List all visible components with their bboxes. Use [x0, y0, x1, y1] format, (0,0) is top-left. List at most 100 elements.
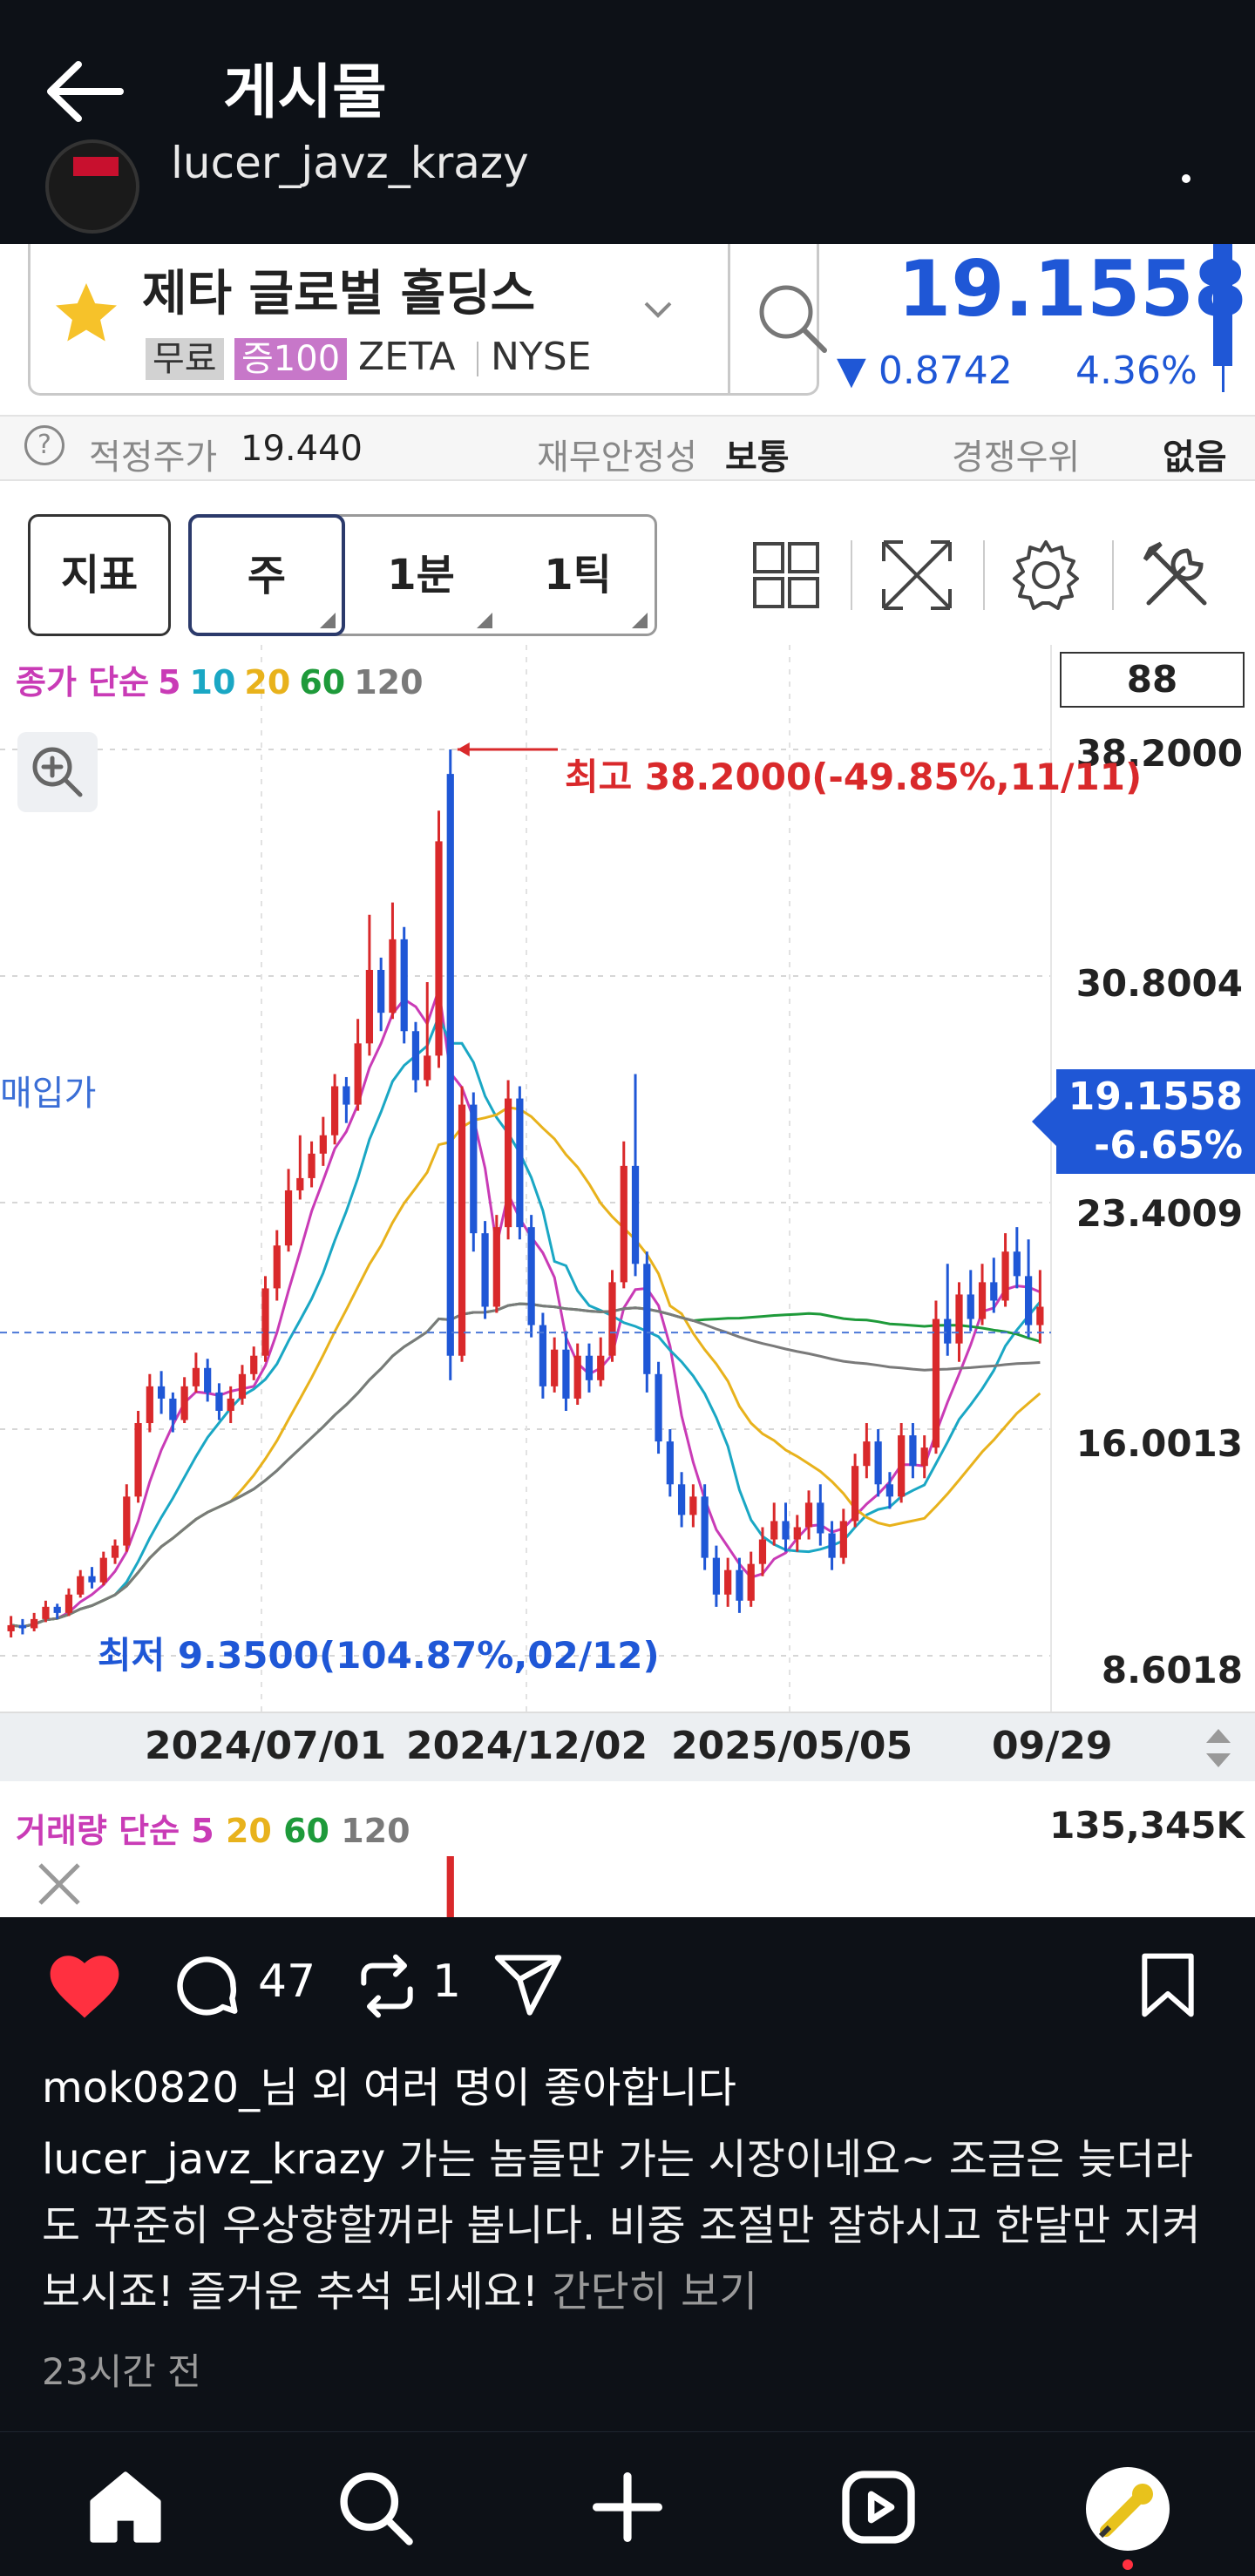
toolbar-divider	[1112, 540, 1114, 610]
search-button[interactable]	[728, 244, 850, 396]
ma60-label: 60	[299, 663, 346, 702]
candle-body	[470, 1104, 478, 1234]
candle-body	[828, 1533, 836, 1558]
comment-icon[interactable]	[169, 1949, 244, 2024]
candle-body	[354, 1043, 362, 1105]
candle-body	[284, 1190, 293, 1246]
candle-body	[944, 1319, 952, 1344]
ma-legend[interactable]: 종가 단순 5 10 20 60 120	[16, 655, 432, 703]
candle-body	[7, 1624, 15, 1631]
chevron-down-icon[interactable]	[641, 296, 675, 322]
rank-value: 없음	[1163, 437, 1227, 478]
candle-body	[527, 1227, 535, 1325]
scroll-updown-icon[interactable]	[1201, 1724, 1236, 1773]
level-box[interactable]: 88	[1060, 652, 1245, 708]
fair-price-label: 적정주가	[89, 437, 218, 478]
candle-body	[955, 1294, 963, 1344]
reels-icon[interactable]	[835, 2464, 922, 2551]
candle-body	[88, 1576, 96, 1583]
author-avatar[interactable]	[45, 139, 139, 234]
caption-collapse-link[interactable]: 간단히 보기	[552, 2268, 758, 2316]
candle-body	[123, 1496, 131, 1546]
candle-body	[330, 1086, 339, 1135]
candle-body	[446, 774, 454, 1356]
create-icon[interactable]	[584, 2464, 671, 2551]
candle-body	[631, 1165, 640, 1264]
candle-body	[562, 1349, 570, 1399]
candle-body	[424, 1055, 431, 1081]
candle-body	[1013, 1251, 1021, 1277]
candle-body	[643, 1264, 651, 1374]
candle-body	[608, 1282, 616, 1356]
zoom-in-icon[interactable]	[17, 732, 98, 812]
bookmark-icon[interactable]	[1133, 1949, 1203, 2022]
stock-name[interactable]: 제타 글로벌 홀딩스	[142, 266, 536, 322]
candle-body	[712, 1557, 721, 1595]
toolbar-divider	[851, 540, 852, 610]
free-badge: 무료	[146, 338, 224, 380]
caption-username[interactable]: lucer_javz_krazy	[42, 2135, 386, 2184]
candle-body	[793, 1527, 801, 1540]
heart-icon[interactable]	[45, 1949, 124, 2022]
candle-body	[851, 1466, 859, 1522]
candle-body	[573, 1355, 581, 1399]
post-actions: 47 1	[0, 1917, 1255, 2057]
volume-legend[interactable]: 거래량 단순 5 20 60 120	[16, 1804, 410, 1852]
high-annotation: 최고 38.2000(-49.85%,11/11)	[565, 756, 1143, 798]
search-icon[interactable]	[331, 2464, 418, 2551]
comments-count[interactable]: 47	[258, 1956, 316, 2008]
candle-body	[64, 1594, 73, 1613]
period-1tick[interactable]: 1틱	[544, 551, 612, 600]
home-icon[interactable]	[82, 2464, 169, 2551]
candle-body	[343, 1086, 350, 1105]
rank-label: 경쟁우위	[952, 437, 1081, 478]
expand-icon[interactable]	[873, 532, 960, 619]
share-icon[interactable]	[492, 1949, 565, 2022]
candle-body	[724, 1569, 732, 1595]
period-1min[interactable]: 1분	[387, 551, 455, 600]
price-chart-canvas	[0, 645, 1052, 1917]
favorite-star-icon[interactable]	[50, 277, 123, 350]
candle-body	[169, 1398, 177, 1420]
profile-avatar[interactable]	[1086, 2467, 1170, 2551]
vol-ma60-label: 60	[283, 1812, 329, 1850]
help-icon[interactable]: ?	[24, 425, 64, 465]
indicator-button[interactable]: 지표	[28, 514, 171, 636]
candle-body	[885, 1484, 894, 1497]
candle-body	[134, 1423, 142, 1497]
y-axis-label: 8.6018	[1101, 1649, 1243, 1691]
volume-max-label: 135,345K	[1049, 1804, 1245, 1847]
post-author-name[interactable]: lucer_javz_krazy	[171, 138, 529, 188]
back-arrow-icon	[47, 61, 124, 122]
layout-grid-icon[interactable]	[743, 532, 830, 619]
current-price: 19.1558	[898, 244, 1247, 334]
candle-body	[238, 1373, 247, 1399]
tools-icon[interactable]	[1133, 532, 1220, 619]
candle-body	[157, 1386, 166, 1399]
repost-icon[interactable]	[352, 1949, 422, 2024]
period-week[interactable]: 주	[188, 514, 345, 636]
search-icon	[759, 285, 827, 353]
close-icon[interactable]	[31, 1856, 87, 1912]
candle-body	[655, 1373, 662, 1442]
liked-by-text[interactable]: mok0820_님 외 여러 명이 좋아합니다	[42, 2064, 736, 2112]
stock-symbol: ZETA	[358, 335, 456, 379]
candle-body	[53, 1606, 61, 1613]
volume-bar	[446, 1856, 454, 1917]
candle-body	[492, 1227, 500, 1307]
reposts-count[interactable]: 1	[432, 1956, 462, 2008]
dropdown-corner-icon	[632, 613, 648, 628]
back-button[interactable]	[44, 52, 131, 131]
vol-ma20-label: 20	[225, 1812, 272, 1850]
post-image[interactable]: 제타 글로벌 홀딩스 무료 증100 ZETA NYSE 19.1558 ▼ 0…	[0, 244, 1255, 1917]
candle-body	[400, 939, 408, 1032]
candle-body	[308, 1153, 315, 1178]
x-axis: 2024/07/01 2024/12/02 2025/05/05 09/29	[0, 1712, 1255, 1781]
price-chart[interactable]: 종가 단순 5 10 20 60 120 88 38.2000 30.8004 23.40…	[0, 645, 1255, 1917]
settings-gear-icon[interactable]	[1002, 532, 1089, 619]
candle-body	[736, 1569, 743, 1601]
more-options-icon[interactable]	[1182, 174, 1191, 183]
period-selector: 주 1분 1틱	[188, 514, 657, 636]
candle-body	[585, 1355, 594, 1380]
buy-price-label: 매입가	[0, 1074, 97, 1114]
